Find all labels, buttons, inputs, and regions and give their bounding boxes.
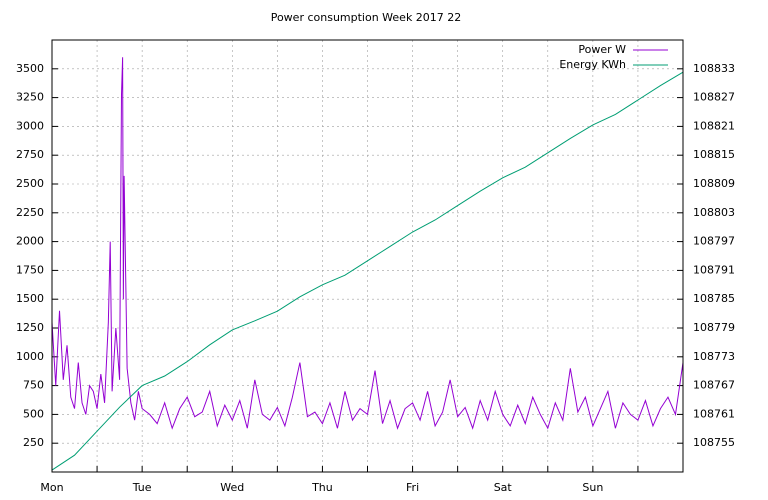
x-tick-label: Mon: [40, 481, 63, 494]
y-tick-label: 500: [23, 407, 44, 420]
data-line: [51, 57, 684, 430]
plot-border: [51, 39, 684, 473]
y2-tick-label: 108761: [693, 407, 735, 420]
y2-tick-label: 108773: [693, 350, 735, 363]
x-tick-label: Fri: [406, 481, 419, 494]
y2-tick-label: 108833: [693, 62, 735, 75]
y-tick-label: 3500: [16, 62, 44, 75]
legend-label: Energy KWh: [559, 58, 626, 71]
x-tick-label: Sat: [494, 481, 513, 494]
y-tick-label: 2250: [16, 206, 44, 219]
y2-tick-label: 108803: [693, 206, 735, 219]
x-tick-label: Wed: [220, 481, 244, 494]
y-tick-label: 1500: [16, 292, 44, 305]
y2-tick-label: 108797: [693, 235, 735, 248]
chart-title: Power consumption Week 2017 22: [271, 11, 462, 24]
x-tick-label: Thu: [311, 481, 333, 494]
y-tick-label: 1250: [16, 321, 44, 334]
y-tick-label: 3250: [16, 91, 44, 104]
y2-tick-label: 108767: [693, 379, 735, 392]
y2-tick-label: 108809: [693, 177, 735, 190]
y2-tick-label: 108779: [693, 321, 735, 334]
y-tick-label: 1000: [16, 350, 44, 363]
y-tick-label: 2750: [16, 148, 44, 161]
y-tick-label: 250: [23, 436, 44, 449]
y2-tick-label: 108815: [693, 148, 735, 161]
y-tick-label: 3000: [16, 119, 44, 132]
legend-label: Power W: [578, 43, 626, 56]
y2-tick-label: 108785: [693, 292, 735, 305]
y2-tick-label: 108827: [693, 91, 735, 104]
y2-tick-label: 108791: [693, 263, 735, 276]
y-tick-label: 750: [23, 379, 44, 392]
y-tick-label: 2500: [16, 177, 44, 190]
y-tick-label: 1750: [16, 263, 44, 276]
y-tick-label: 2000: [16, 235, 44, 248]
x-tick-label: Sun: [582, 481, 603, 494]
data-line: [51, 71, 684, 471]
x-tick-label: Tue: [132, 481, 152, 494]
y2-tick-label: 108821: [693, 119, 735, 132]
y2-tick-label: 108755: [693, 436, 735, 449]
